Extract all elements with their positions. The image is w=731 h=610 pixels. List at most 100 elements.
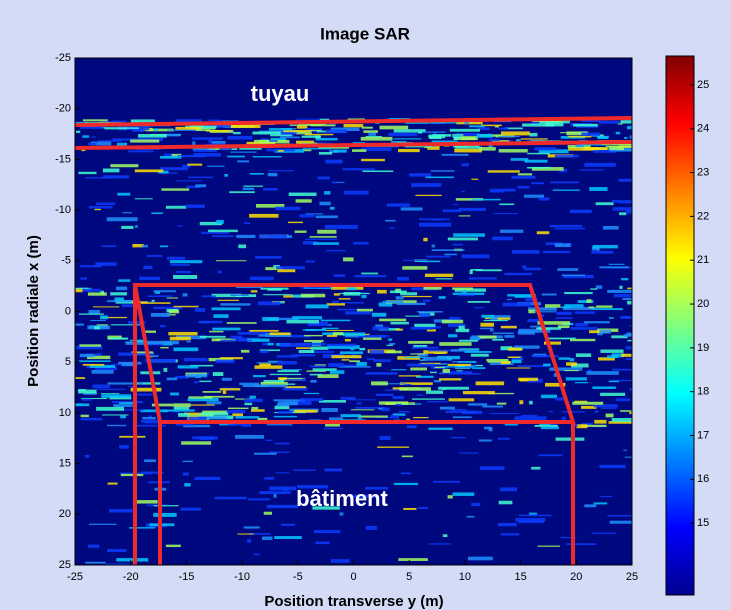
speckle <box>462 391 495 395</box>
speckle <box>291 354 316 357</box>
speckle <box>92 384 110 389</box>
speckle <box>561 274 585 277</box>
speckle <box>419 218 450 221</box>
speckle <box>490 319 502 321</box>
speckle <box>489 315 511 320</box>
speckle <box>277 401 298 406</box>
speckle <box>554 243 571 248</box>
speckle <box>304 133 334 136</box>
speckle <box>199 221 222 226</box>
speckle <box>254 139 274 143</box>
speckle <box>85 561 106 564</box>
speckle <box>212 372 224 376</box>
speckle <box>111 120 127 124</box>
x-tick-label: -25 <box>67 571 83 583</box>
speckle <box>471 198 501 201</box>
speckle <box>340 414 362 418</box>
speckle <box>358 168 362 171</box>
speckle <box>454 288 486 292</box>
speckle <box>577 300 594 304</box>
speckle <box>413 416 429 419</box>
speckle <box>496 402 507 405</box>
speckle <box>629 135 632 139</box>
speckle <box>427 349 458 352</box>
speckle <box>608 263 625 265</box>
speckle <box>393 129 426 133</box>
speckle <box>310 379 317 383</box>
speckle <box>598 120 621 124</box>
speckle <box>462 289 467 293</box>
speckle <box>159 325 166 328</box>
speckle <box>107 482 118 485</box>
speckle <box>127 386 134 388</box>
speckle <box>94 326 100 330</box>
speckle <box>361 158 385 162</box>
speckle <box>204 124 231 128</box>
speckle <box>507 294 536 297</box>
speckle <box>213 314 229 318</box>
speckle <box>453 136 460 140</box>
speckle <box>263 187 278 191</box>
speckle <box>432 134 452 137</box>
x-tick-label: 20 <box>570 571 582 583</box>
speckle <box>211 307 241 311</box>
speckle <box>484 426 492 430</box>
speckle <box>247 539 252 543</box>
speckle <box>184 483 191 487</box>
speckle <box>190 404 215 406</box>
speckle <box>222 390 227 394</box>
speckle <box>249 276 274 281</box>
speckle <box>101 316 127 319</box>
speckle <box>379 125 409 130</box>
speckle <box>336 181 345 183</box>
speckle <box>274 442 290 445</box>
speckle <box>260 287 289 290</box>
speckle <box>596 247 600 251</box>
speckle <box>269 128 293 131</box>
speckle <box>198 320 223 324</box>
speckle <box>188 416 207 421</box>
speckle <box>352 142 366 144</box>
speckle <box>144 419 169 424</box>
speckle <box>309 236 337 238</box>
x-tick-label: -5 <box>293 571 303 583</box>
speckle <box>452 243 463 246</box>
speckle <box>549 367 583 371</box>
speckle <box>357 417 362 421</box>
speckle <box>626 332 632 337</box>
speckle <box>154 290 161 294</box>
speckle <box>331 355 362 359</box>
speckle <box>333 293 340 296</box>
speckle <box>164 153 173 157</box>
speckle <box>75 287 89 290</box>
speckle <box>400 207 423 211</box>
speckle <box>309 365 326 368</box>
speckle <box>96 202 115 206</box>
speckle <box>88 142 97 146</box>
speckle <box>151 355 159 358</box>
speckle <box>389 227 396 229</box>
speckle <box>107 549 127 553</box>
speckle <box>433 380 442 383</box>
speckle <box>237 533 254 535</box>
speckle <box>79 353 95 358</box>
speckle <box>106 424 127 427</box>
colorbar-tick-label: 22 <box>697 210 709 222</box>
speckle <box>541 293 557 296</box>
speckle <box>534 147 557 151</box>
speckle <box>92 306 120 308</box>
speckle <box>501 131 530 136</box>
speckle <box>395 403 402 406</box>
speckle <box>425 176 454 179</box>
speckle <box>305 213 324 215</box>
speckle <box>230 294 249 296</box>
speckle <box>325 250 346 252</box>
speckle <box>243 526 260 529</box>
speckle <box>209 330 224 333</box>
speckle <box>249 329 279 332</box>
speckle <box>111 400 143 404</box>
speckle <box>482 405 504 408</box>
speckle <box>263 511 273 515</box>
speckle <box>252 131 281 135</box>
speckle <box>389 342 396 345</box>
